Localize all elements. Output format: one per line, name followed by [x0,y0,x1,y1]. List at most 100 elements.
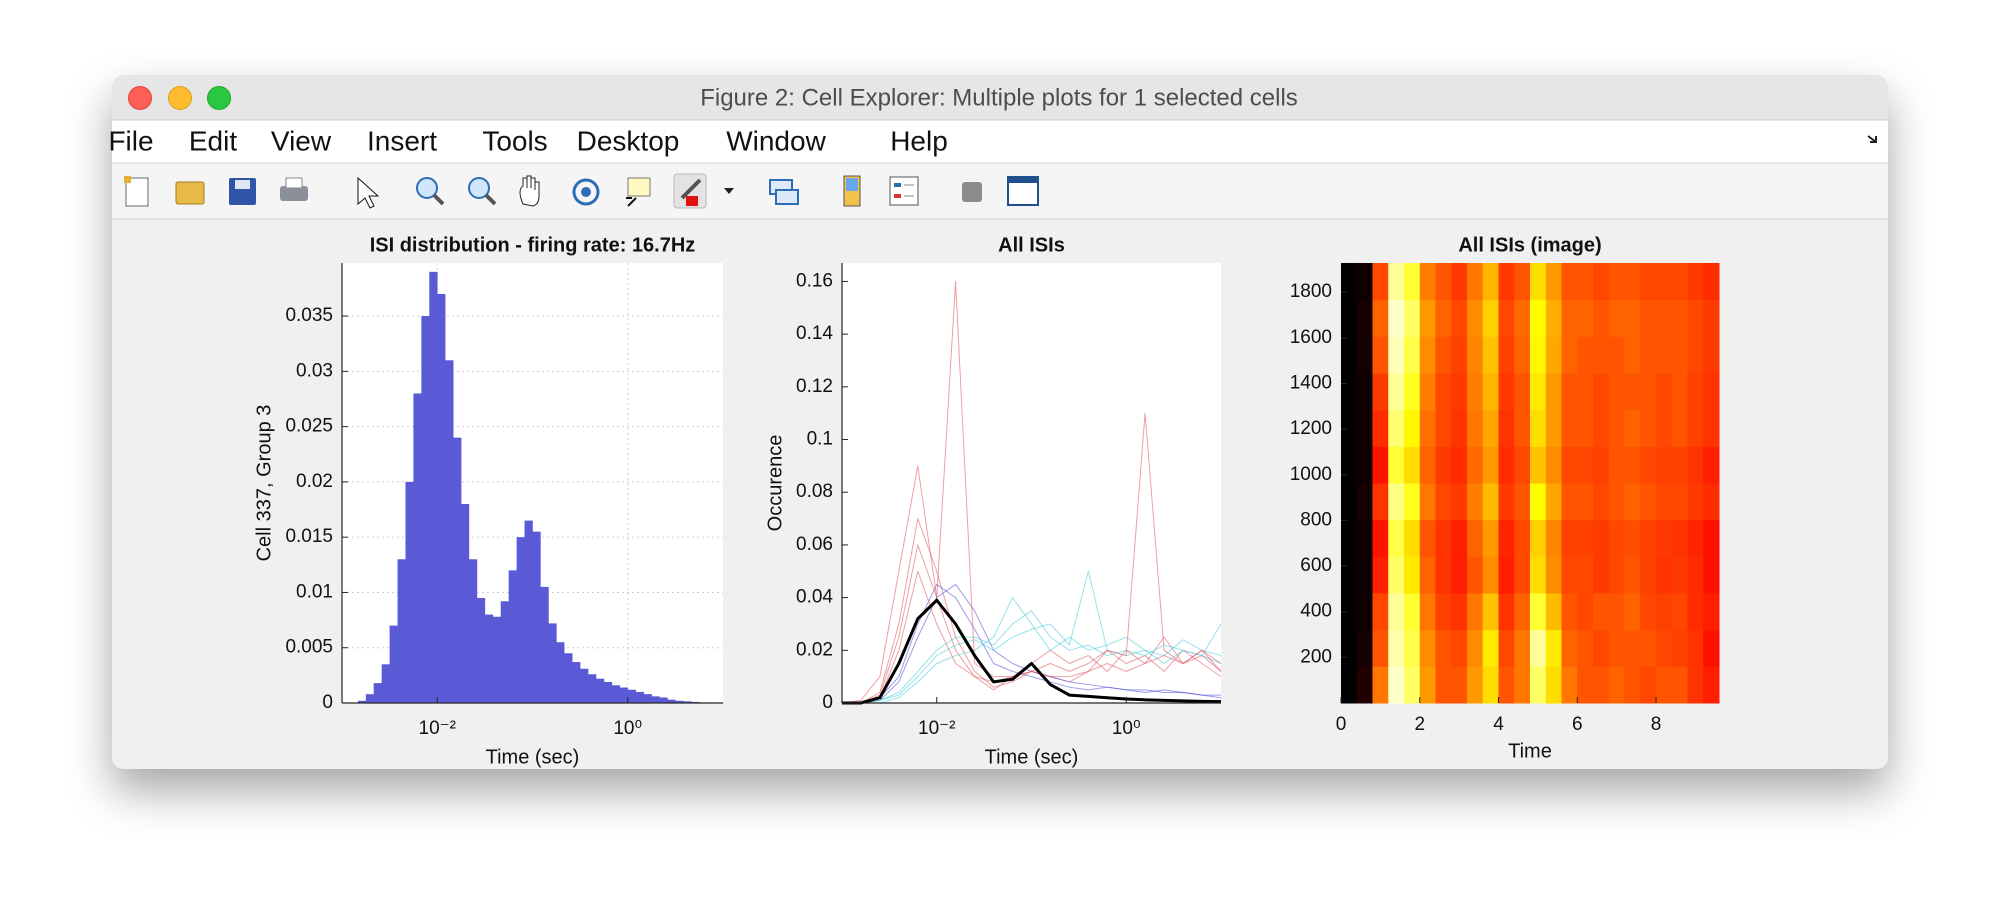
bar [595,678,605,703]
y-tick-label: 600 [1300,555,1332,576]
heatmap-cell [1640,629,1657,667]
menu-item[interactable]: File [108,125,153,156]
heatmap-cell [1388,593,1405,631]
menu-item[interactable]: Edit [189,125,237,156]
heatmap-cell [1467,483,1484,521]
heatmap-cell [1419,446,1436,484]
heatmap-cell [1341,556,1358,594]
bar [564,653,573,703]
zoom-in-icon[interactable] [416,177,445,206]
save-icon[interactable] [229,178,256,205]
heatmap-cell [1671,556,1688,594]
heatmap-cell [1388,629,1405,667]
menu-item[interactable]: Insert [367,125,437,156]
y-tick-label: 0.035 [285,305,333,326]
heatmap-cell [1703,629,1720,667]
link-icon[interactable] [769,179,799,205]
bar [683,701,692,703]
heatmap-cell [1593,409,1610,447]
hide-tools-icon[interactable] [962,182,982,202]
heatmap-cell [1703,483,1720,521]
heatmap-cell [1577,446,1594,484]
heatmap-cell [1687,373,1704,411]
pan-icon[interactable] [519,175,540,207]
menu-bar [112,120,1888,163]
x-tick-label: 4 [1493,714,1504,735]
heatmap-cell [1703,409,1720,447]
bar [445,360,454,703]
minimize-button[interactable] [168,86,192,110]
heatmap-cell [1482,336,1499,374]
heatmap-cell [1577,629,1594,667]
menu-item[interactable]: Help [890,125,948,156]
heatmap-cell [1530,336,1547,374]
heatmap-cell [1419,263,1436,301]
print-icon[interactable] [280,177,308,201]
heatmap-cell [1372,519,1389,557]
heatmap-cell [1341,666,1358,704]
heatmap-cell [1608,629,1625,667]
menu-item[interactable]: Desktop [577,125,680,156]
rotate-icon[interactable] [572,178,600,206]
y-tick-label: 1000 [1290,464,1332,485]
bar [421,316,430,703]
heatmap-cell [1656,373,1673,411]
heatmap-cell [1388,666,1405,704]
heatmap-cell [1561,263,1578,301]
heatmap-cell [1435,299,1452,337]
heatmap-cell [1530,519,1547,557]
bar [500,601,509,703]
heatmap-cell [1404,519,1421,557]
heatmap-cell [1514,556,1531,594]
heatmap-cell [1640,556,1657,594]
heatmap-cell [1640,336,1657,374]
heatmap-cell [1404,299,1421,337]
heatmap-cell [1545,336,1562,374]
show-tools-icon[interactable] [1007,176,1039,206]
open-icon[interactable] [175,181,205,205]
menu-item[interactable]: Tools [482,125,547,156]
heatmap-cell [1356,519,1373,557]
heatmap-cell [1545,519,1562,557]
new-icon[interactable] [124,176,149,207]
heatmap-cell [1656,409,1673,447]
menu-item[interactable]: View [271,125,332,156]
heatmap-cell [1687,409,1704,447]
legend-icon[interactable] [889,176,919,206]
heatmap-cell [1624,629,1641,667]
heatmap-cell [1435,446,1452,484]
heatmap-cell [1482,666,1499,704]
y-tick-label: 0.025 [285,416,333,437]
heatmap-cell [1514,519,1531,557]
heatmap-cell [1577,483,1594,521]
pointer-icon[interactable] [357,176,380,209]
dock-arrow[interactable] [1867,135,1877,143]
menu-item[interactable]: Window [726,125,826,156]
zoom-out-icon[interactable] [468,177,497,206]
heatmap-cell [1656,666,1673,704]
heatmap-cell [1419,556,1436,594]
close-button[interactable] [128,86,152,110]
heatmap-cell [1404,263,1421,301]
heatmap-cell [1703,299,1720,337]
datatip-icon[interactable] [626,177,651,207]
heatmap-cell [1482,409,1499,447]
heatmap-cell [1593,446,1610,484]
x-tick-label: 10⁰ [1112,718,1141,739]
heatmap-cell [1593,629,1610,667]
zoom-button[interactable] [207,86,231,110]
heatmap-cell [1356,483,1373,521]
heatmap-cell [1451,336,1468,374]
heatmap-cell [1419,593,1436,631]
heatmap-cell [1561,519,1578,557]
heatmap-cell [1482,593,1499,631]
dropdown-arrow[interactable] [724,188,734,194]
heatmap-cell [1419,373,1436,411]
heatmap-cell [1419,629,1436,667]
heatmap-cell [1467,629,1484,667]
heatmap-cell [1404,593,1421,631]
y-tick-label: 0.01 [296,581,333,602]
heatmap-cell [1404,446,1421,484]
colorbar-icon[interactable] [843,175,861,207]
brush-icon[interactable] [673,173,707,209]
